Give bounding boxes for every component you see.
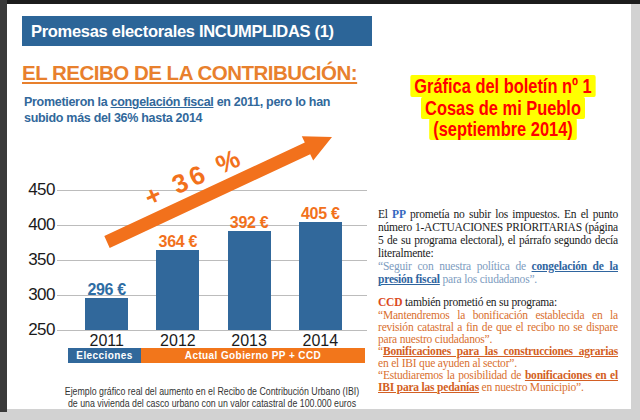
pp-paragraph: El PP prometía no subir los impuestos. E… [378,208,618,260]
bar-value-label: 296 € [72,283,142,297]
bar-2011 [85,298,128,330]
slide-panel: Promesas electorales INCUMPLIDAS (1) EL … [7,4,631,409]
pp-quote-post: para los ciudadanos”. [440,273,537,285]
ccd-para-post: también prometió en su programa: [402,296,557,308]
slide-title: Promesas electorales INCUMPLIDAS (1) [31,22,334,40]
y-axis-tick-label: 350 [7,251,55,269]
pp-label: PP [392,208,406,220]
callout-text-2: Cosas de mi Pueblo [421,97,585,119]
bar-2012 [156,250,199,330]
intro-part1: Prometieron la [24,95,111,109]
ccd-quote-3: “Estudiaremos la posibilidad de bonifica… [378,369,618,393]
ccd-quote-2-post: en el IBI que ayuden al sector”. [378,357,517,369]
right-column: El PP prometía no subir los impuestos. E… [378,208,618,393]
y-axis-tick-label: 400 [7,216,55,234]
intro-underlined: congelación fiscal [111,95,214,109]
slide-title-bar: Promesas electorales INCUMPLIDAS (1) [22,16,372,46]
bar-value-label: 405 € [285,207,355,221]
x-axis-tick-label: 2013 [214,334,284,348]
ccd-quote-2: “Bonificaciones para las construcciones … [378,345,618,369]
caption-line-2: de una vivienda del casco urbano con un … [68,397,356,409]
ccd-quote-1-text: “Mantendremos la bonificación establecid… [378,309,618,345]
callout-line-2: Cosas de mi Pueblo [401,98,606,120]
intro-text: Prometieron la congelación fiscal en 201… [24,95,330,126]
pp-quote: “Seguir con nuestra política de congelac… [378,260,618,286]
caption-line-1: Ejemplo gráfico real del aumento en el R… [65,385,359,397]
x-axis-tick-label: 2012 [143,334,213,348]
ccd-paragraph: CCD también prometió en su programa: [378,296,618,309]
callout-line-1: Gráfica del boletín nº 1 [401,76,606,98]
callout-text-1: Gráfica del boletín nº 1 [410,75,596,97]
bar-value-label: 364 € [143,235,213,249]
gridline [57,330,367,331]
x-axis-tick-label: 2014 [285,334,355,348]
ccd-quote-2-bold: Bonificaciones para las construcciones a… [383,345,618,357]
trend-annotation: + 36 % [140,141,249,212]
bar-2014 [299,222,342,331]
legend-segment-elecciones: Elecciones [68,348,141,363]
legend-segment-gobierno: Actual Gobierno PP + CCD [141,348,365,363]
intro-part2: en 2011, pero lo han [213,95,330,109]
section-heading: EL RECIBO DE LA CONTRIBUCIÓN: [22,61,357,85]
screen-border-left [0,0,7,412]
callout-text-3: (septiembre 2014) [429,118,577,140]
y-axis-tick-label: 450 [7,181,55,199]
ccd-quote-3-post: en nuestro Municipio”. [479,381,584,393]
ccd-quote-1: “Mantendremos la bonificación establecid… [378,309,618,345]
pp-para-pre: El [378,208,392,220]
ccd-quote-3-pre: “Estudiaremos la posibilidad de [378,369,525,381]
bar-2013 [228,231,271,330]
bar-value-label: 392 € [214,216,284,230]
x-axis-tick-label: 2011 [72,334,142,348]
intro-line2: subido más del 36% hasta 2014 [24,111,202,125]
y-axis-tick-label: 250 [7,321,55,339]
pp-para-post: prometía no subir los impuestos. En el p… [378,208,618,259]
ccd-label: CCD [378,296,402,308]
callout-line-3: (septiembre 2014) [401,119,606,141]
gridline [57,190,367,191]
y-axis-tick-label: 300 [7,286,55,304]
pp-quote-pre: “Seguir con nuestra política de [378,260,532,272]
callout-box: Gráfica del boletín nº 1 Cosas de mi Pue… [401,76,606,141]
